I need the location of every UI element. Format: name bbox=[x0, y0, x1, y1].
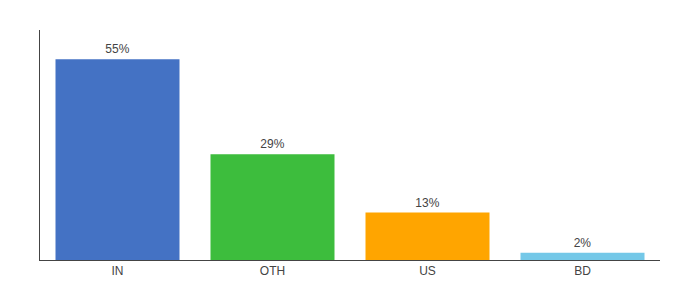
svg-text:13%: 13% bbox=[415, 196, 439, 210]
svg-text:55%: 55% bbox=[105, 42, 129, 56]
svg-text:29%: 29% bbox=[260, 137, 284, 151]
svg-text:US: US bbox=[419, 264, 436, 278]
svg-text:OTH: OTH bbox=[260, 264, 285, 278]
svg-text:BD: BD bbox=[574, 264, 591, 278]
svg-text:IN: IN bbox=[112, 264, 124, 278]
svg-text:2%: 2% bbox=[574, 236, 592, 250]
